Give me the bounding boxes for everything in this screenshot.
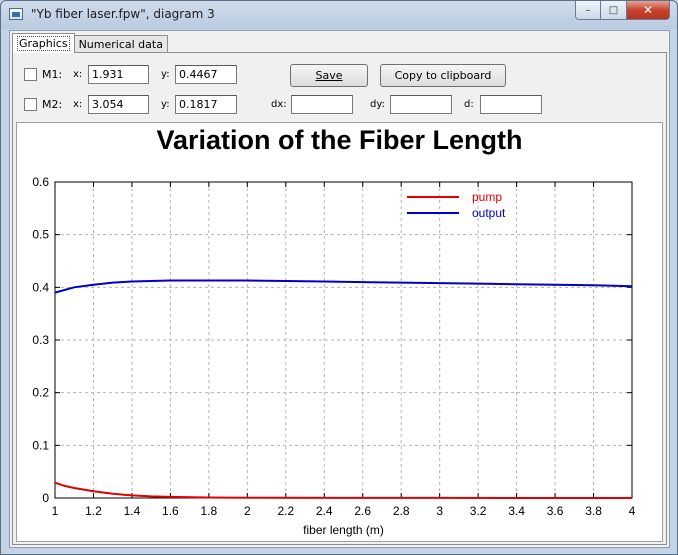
- tab-numerical-data-label: Numerical data: [78, 38, 163, 51]
- y-tick-label: 0: [42, 491, 49, 505]
- x-tick-label: 1: [52, 504, 59, 518]
- dx-label: dx:: [271, 99, 287, 110]
- x-tick-label: 1.2: [85, 504, 102, 518]
- dy-field[interactable]: [390, 95, 452, 114]
- m1-label: M1:: [42, 68, 63, 81]
- close-icon: ✕: [642, 3, 654, 17]
- x-tick-label: 4: [629, 504, 636, 518]
- m2-x-field[interactable]: 3.054: [88, 95, 149, 114]
- x-tick-label: 2.2: [277, 504, 294, 518]
- x-tick-label: 3.4: [508, 504, 525, 518]
- copy-button-label: Copy to clipboard: [394, 69, 492, 82]
- m1-y-field[interactable]: 0.4467: [175, 65, 237, 84]
- m1-x-field[interactable]: 1.931: [88, 65, 149, 84]
- m2-label: M2:: [42, 98, 63, 111]
- minimize-button[interactable]: –: [575, 1, 601, 20]
- marker-row-m1: M1: x: 1.931 y: 0.4467: [13, 65, 666, 85]
- m1-checkbox[interactable]: [24, 68, 37, 81]
- window-title: "Yb fiber laser.fpw", diagram 3: [31, 7, 215, 21]
- x-tick-label: 2.4: [316, 504, 333, 518]
- tab-graphics[interactable]: Graphics: [12, 33, 75, 53]
- chart-title: Variation of the Fiber Length: [156, 125, 523, 155]
- tab-numerical-data[interactable]: Numerical data: [73, 35, 168, 53]
- m1-x-label: x:: [73, 69, 83, 80]
- x-tick-label: 1.6: [162, 504, 179, 518]
- series-line-pump: [54, 481, 632, 499]
- y-tick-label: 0.6: [32, 175, 49, 189]
- y-tick-label: 0.1: [32, 438, 49, 452]
- maximize-icon: □: [608, 4, 619, 16]
- plot-area: Variation of the Fiber Length 1 1.2 1.4 1.6…: [16, 122, 663, 542]
- copy-to-clipboard-button[interactable]: Copy to clipboard: [380, 64, 506, 87]
- x-tick-label: 2.6: [354, 504, 371, 518]
- x-tick-label: 2: [244, 504, 251, 518]
- legend-label-output: output: [472, 206, 506, 220]
- m2-y-field[interactable]: 0.1817: [175, 95, 237, 114]
- maximize-button[interactable]: □: [601, 1, 627, 20]
- title-bar[interactable]: "Yb fiber laser.fpw", diagram 3 – □ ✕: [1, 1, 677, 29]
- m2-x-label: x:: [73, 99, 83, 110]
- client-area: Graphics Numerical data M1: x: 1.931 y: …: [9, 30, 670, 548]
- save-button[interactable]: Save: [290, 64, 368, 87]
- x-axis-label: fiber length (m): [303, 523, 384, 537]
- dy-label: dy:: [370, 99, 385, 110]
- y-tick-label: 0.3: [32, 333, 49, 347]
- x-tick-label: 3.8: [585, 504, 602, 518]
- tab-graphics-label: Graphics: [17, 36, 70, 51]
- legend-label-pump: pump: [472, 190, 502, 204]
- m2-checkbox[interactable]: [24, 98, 37, 111]
- x-tick-label: 2.8: [393, 504, 410, 518]
- x-tick-label: 1.8: [201, 504, 218, 518]
- series-line-output: [54, 279, 633, 294]
- y-tick-label: 0.5: [32, 228, 49, 242]
- app-icon[interactable]: [9, 8, 23, 20]
- d-label: d:: [464, 99, 474, 110]
- caption-buttons: – □ ✕: [575, 1, 670, 20]
- m2-y-label: y:: [161, 99, 170, 110]
- tab-strip: Graphics Numerical data: [12, 33, 168, 53]
- close-button[interactable]: ✕: [627, 1, 670, 20]
- chart-canvas: 1 1.2 1.4 1.6 1.8 2 2.2 2.4 2.6 2.8 3 3.2 3.4 3.6 3.8 4…: [32, 175, 636, 537]
- y-tick-label: 0.2: [32, 386, 49, 400]
- minimize-icon: –: [585, 4, 591, 16]
- x-tick-label: 3.2: [470, 504, 487, 518]
- marker-row-m2: M2: x: 3.054 y: 0.1817 dx: dy: d:: [13, 95, 666, 115]
- m1-y-label: y:: [161, 69, 170, 80]
- save-button-label: Save: [315, 69, 343, 82]
- x-tick-label: 3: [436, 504, 443, 518]
- graphics-panel: M1: x: 1.931 y: 0.4467 M2: x: 3.054 y: 0…: [12, 52, 667, 545]
- y-tick-label: 0.4: [32, 280, 49, 294]
- dx-field[interactable]: [291, 95, 353, 114]
- d-field[interactable]: [480, 95, 542, 114]
- x-tick-label: 3.6: [547, 504, 564, 518]
- x-tick-label: 1.4: [124, 504, 141, 518]
